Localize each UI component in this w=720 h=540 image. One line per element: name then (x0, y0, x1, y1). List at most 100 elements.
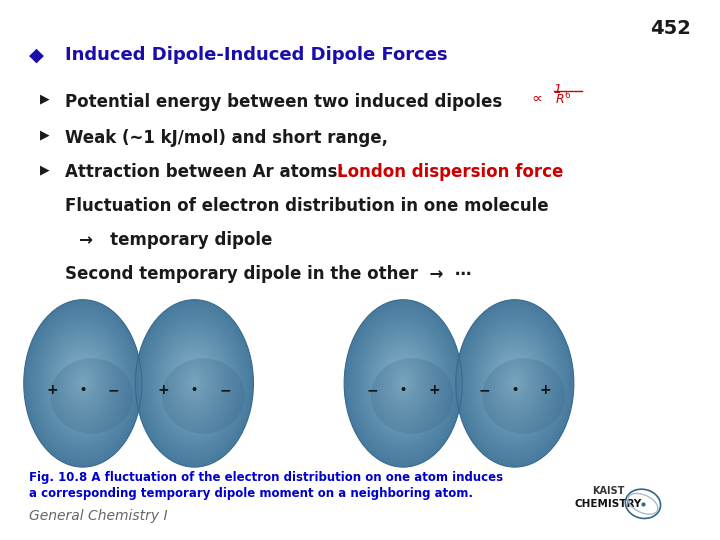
Ellipse shape (469, 319, 560, 448)
Ellipse shape (51, 339, 114, 428)
Ellipse shape (69, 364, 96, 403)
Ellipse shape (480, 335, 549, 432)
Ellipse shape (392, 367, 415, 400)
Ellipse shape (161, 336, 228, 431)
Ellipse shape (373, 340, 433, 427)
Ellipse shape (62, 354, 104, 413)
Ellipse shape (191, 378, 198, 389)
Text: +: + (46, 383, 58, 397)
Ellipse shape (141, 308, 248, 459)
Ellipse shape (181, 364, 208, 403)
Text: ▶: ▶ (40, 93, 49, 106)
Ellipse shape (167, 345, 222, 422)
Ellipse shape (45, 329, 121, 438)
Ellipse shape (42, 326, 123, 441)
Ellipse shape (365, 329, 441, 438)
Ellipse shape (189, 375, 200, 392)
Ellipse shape (168, 346, 221, 421)
Ellipse shape (152, 323, 237, 443)
Ellipse shape (74, 371, 91, 396)
Ellipse shape (345, 301, 462, 465)
Ellipse shape (146, 315, 243, 452)
Ellipse shape (402, 382, 404, 385)
Ellipse shape (151, 322, 238, 445)
Ellipse shape (180, 362, 209, 404)
Ellipse shape (477, 330, 552, 436)
Ellipse shape (456, 300, 574, 467)
Ellipse shape (77, 375, 89, 392)
Ellipse shape (68, 362, 98, 404)
Ellipse shape (371, 359, 454, 434)
Ellipse shape (512, 379, 518, 388)
Ellipse shape (485, 340, 545, 427)
Ellipse shape (384, 357, 422, 410)
Ellipse shape (58, 348, 107, 418)
Ellipse shape (459, 304, 571, 463)
Text: −: − (108, 383, 120, 397)
Ellipse shape (377, 347, 429, 420)
Ellipse shape (360, 322, 446, 445)
Ellipse shape (462, 308, 568, 459)
Ellipse shape (174, 354, 215, 413)
Ellipse shape (150, 321, 239, 446)
Ellipse shape (179, 361, 210, 406)
Ellipse shape (514, 382, 516, 385)
Ellipse shape (81, 381, 85, 386)
Ellipse shape (189, 376, 199, 390)
Ellipse shape (400, 378, 407, 389)
Ellipse shape (155, 328, 234, 439)
Ellipse shape (368, 333, 438, 434)
Ellipse shape (32, 311, 134, 456)
Ellipse shape (40, 322, 126, 445)
Ellipse shape (401, 381, 405, 386)
Ellipse shape (46, 332, 120, 435)
Ellipse shape (467, 315, 563, 452)
Ellipse shape (466, 314, 564, 453)
Ellipse shape (354, 314, 452, 453)
Ellipse shape (143, 311, 246, 456)
Ellipse shape (381, 352, 426, 415)
Text: Induced Dipole-Induced Dipole Forces: Induced Dipole-Induced Dipole Forces (65, 46, 447, 64)
Ellipse shape (357, 318, 449, 449)
Text: CHEMISTRY: CHEMISTRY (575, 499, 642, 509)
Ellipse shape (170, 348, 219, 418)
Ellipse shape (57, 347, 109, 420)
Ellipse shape (76, 374, 90, 393)
Ellipse shape (493, 353, 536, 414)
Ellipse shape (387, 361, 419, 406)
Ellipse shape (369, 335, 438, 432)
Ellipse shape (502, 365, 528, 402)
Ellipse shape (192, 379, 197, 388)
Ellipse shape (395, 372, 411, 395)
Ellipse shape (374, 341, 433, 426)
Text: •: • (400, 385, 407, 395)
Ellipse shape (456, 301, 573, 465)
Ellipse shape (181, 365, 207, 402)
Ellipse shape (72, 368, 94, 399)
Ellipse shape (498, 360, 531, 407)
Ellipse shape (32, 312, 133, 455)
Text: $\propto$: $\propto$ (529, 89, 544, 104)
Ellipse shape (139, 305, 250, 462)
Ellipse shape (82, 382, 84, 385)
Ellipse shape (395, 371, 412, 396)
Ellipse shape (384, 355, 423, 411)
Text: KAIST: KAIST (593, 485, 624, 496)
Text: Second temporary dipole in the other  →  ⋯: Second temporary dipole in the other → ⋯ (65, 265, 472, 282)
Ellipse shape (359, 321, 448, 446)
Ellipse shape (469, 318, 561, 449)
Ellipse shape (350, 308, 456, 459)
Text: London dispersion force: London dispersion force (337, 163, 563, 181)
Ellipse shape (459, 305, 570, 462)
Ellipse shape (377, 346, 430, 421)
Ellipse shape (168, 347, 220, 420)
Ellipse shape (374, 343, 432, 424)
Text: Attraction between Ar atoms:: Attraction between Ar atoms: (65, 163, 349, 181)
Ellipse shape (511, 378, 518, 389)
Text: •: • (511, 385, 518, 395)
Ellipse shape (24, 301, 141, 465)
Ellipse shape (53, 340, 113, 427)
Ellipse shape (166, 343, 223, 424)
Ellipse shape (171, 350, 218, 417)
Ellipse shape (148, 318, 240, 449)
